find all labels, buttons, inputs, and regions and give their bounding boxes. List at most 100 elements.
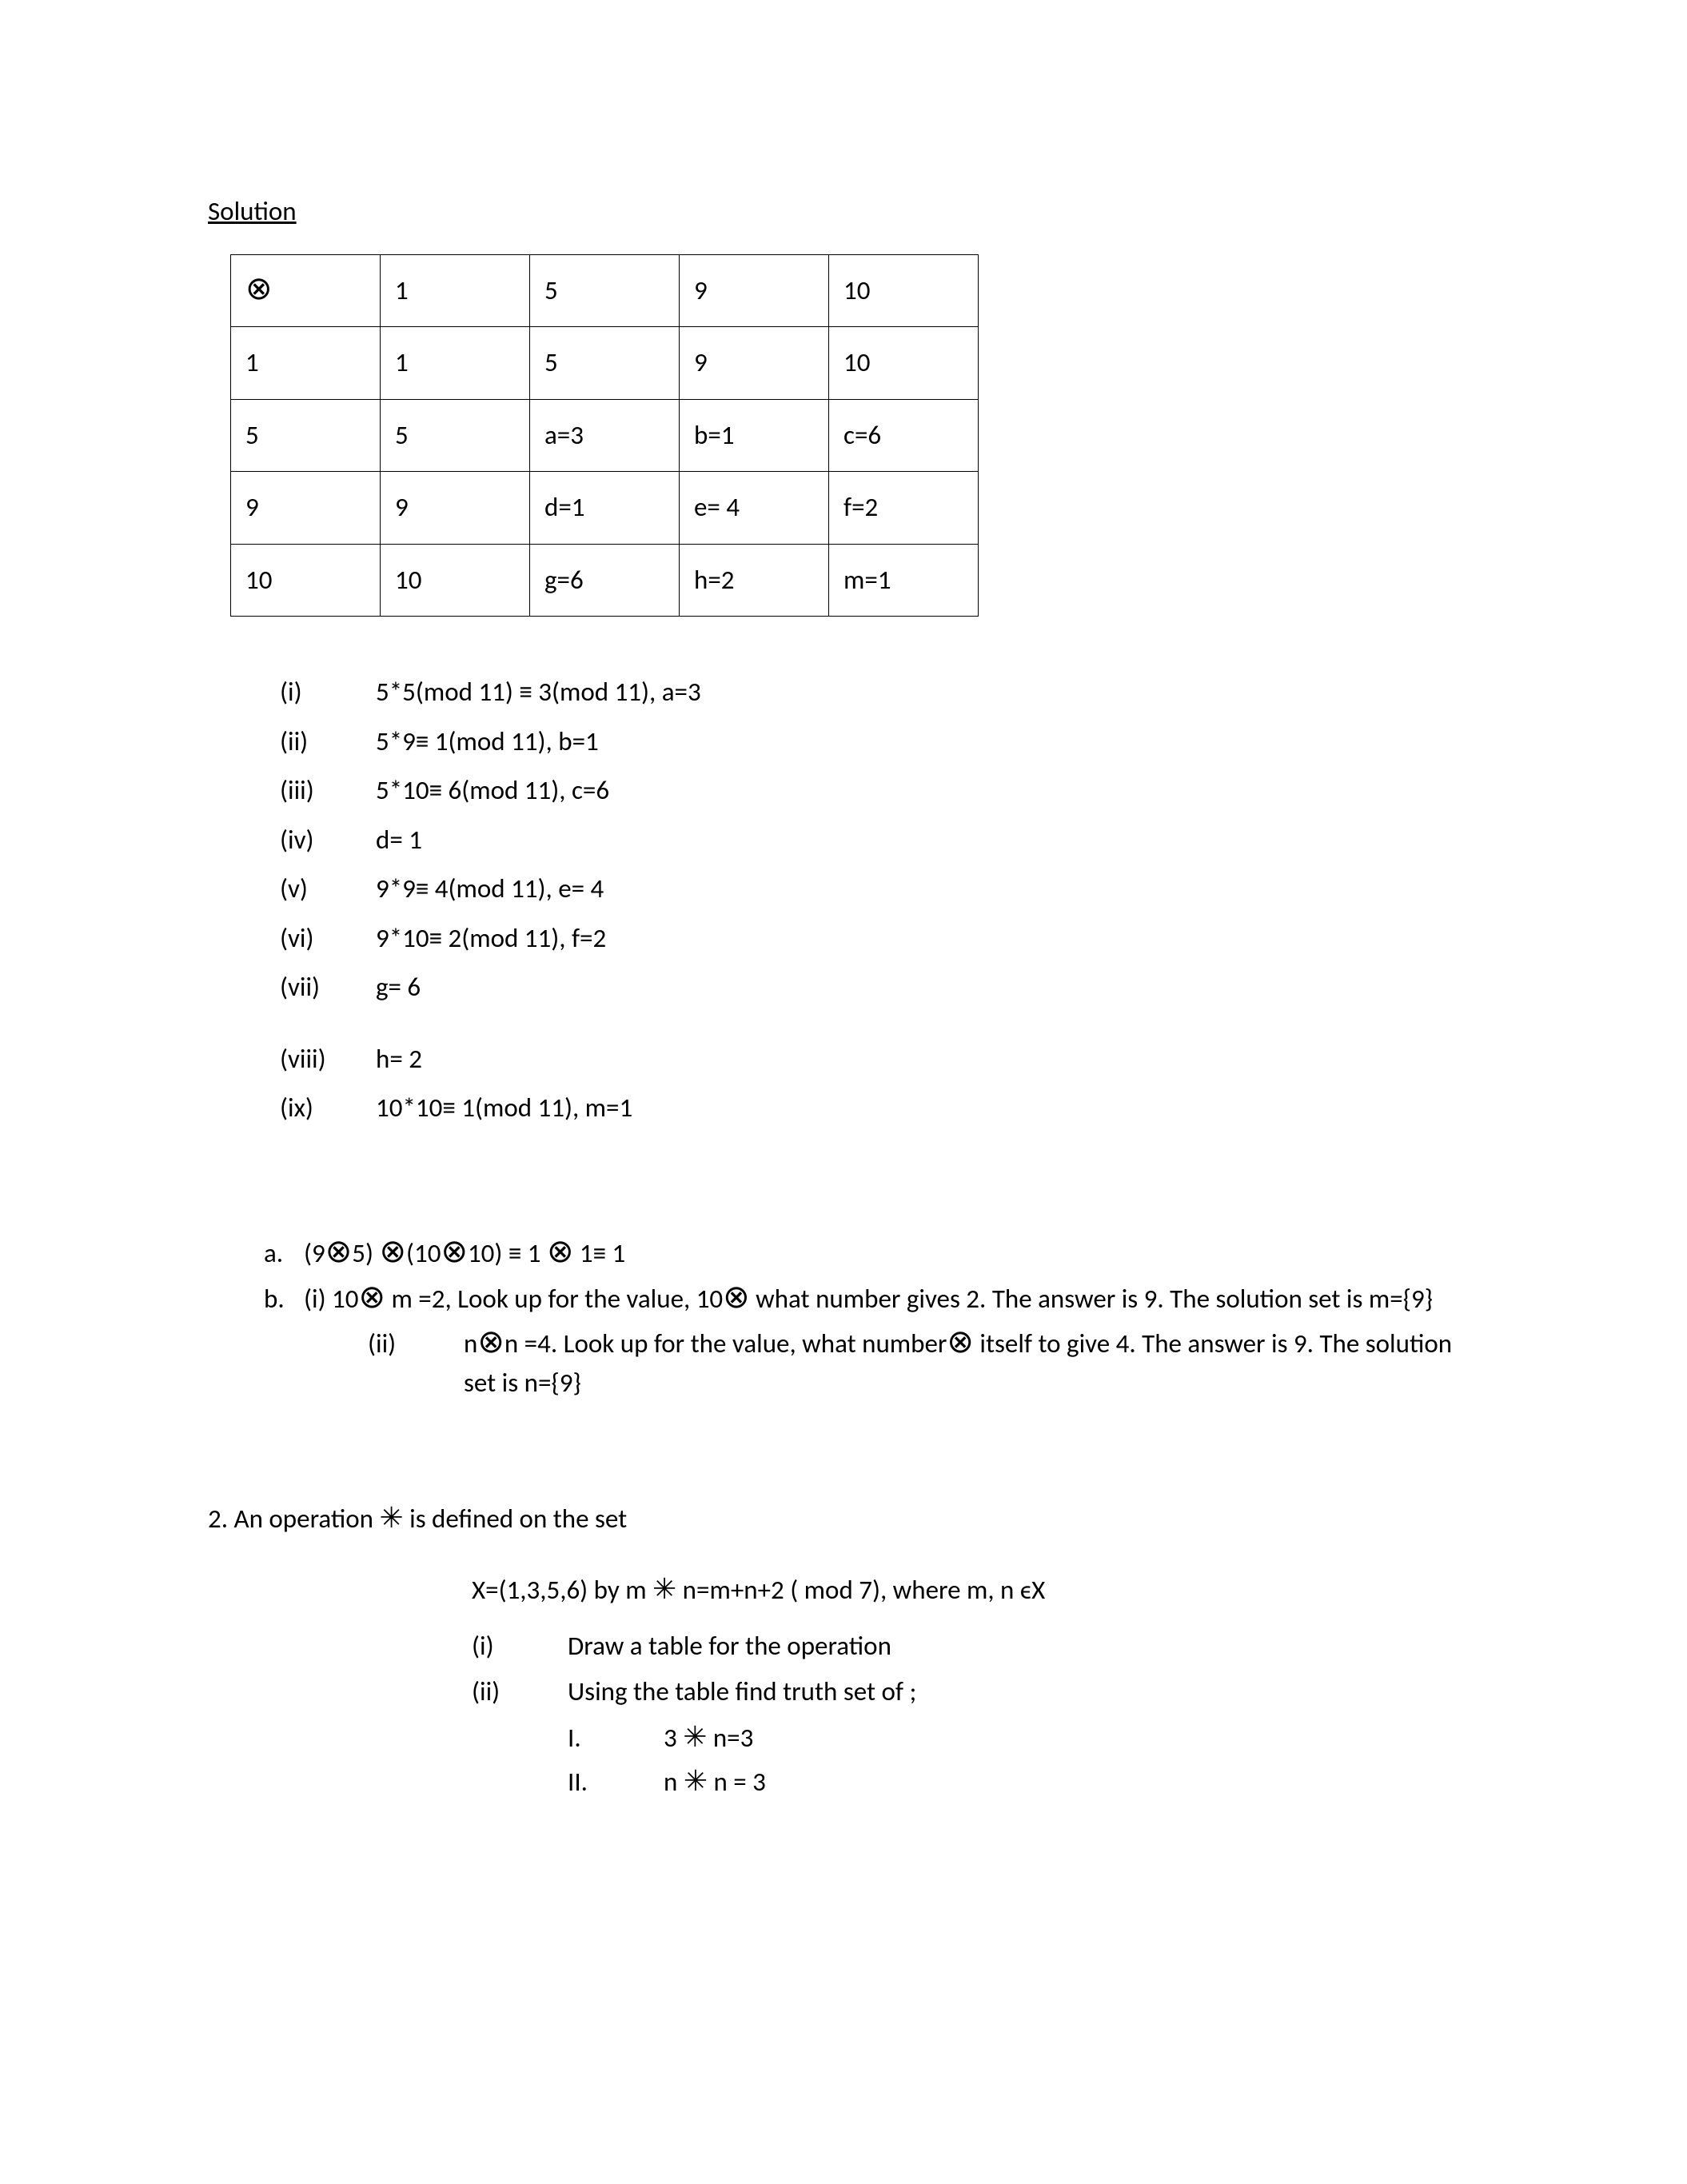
item-text: 9*10≡ 2(mod 11), f=2 <box>376 919 606 959</box>
table-cell: b=1 <box>680 399 829 472</box>
item-text: 3 ✳ n=3 <box>664 1719 753 1759</box>
table-cell: a=3 <box>530 399 680 472</box>
item-label: (i) <box>472 1627 568 1667</box>
text: 2. An operation <box>208 1503 379 1535</box>
item-text: Draw a table for the operation <box>568 1627 891 1667</box>
text: n = 3 <box>708 1766 766 1798</box>
star-icon: ✳ <box>652 1572 676 1605</box>
list-item: (i) 5*5(mod 11) ≡ 3(mod 11), a=3 <box>280 673 1479 713</box>
page-title: Solution <box>208 192 1479 232</box>
text: (10 <box>406 1237 441 1269</box>
part-b: b. (i) 10⊗ m =2, Look up for the value, … <box>264 1280 1479 1403</box>
table-cell: h=2 <box>680 544 829 617</box>
otimes-icon: ⊗ <box>477 1324 505 1360</box>
star-icon: ✳ <box>379 1501 403 1534</box>
text: X=(1,3,5,6) by m <box>472 1574 652 1606</box>
text: 10) ≡ 1 <box>468 1237 547 1269</box>
list-item: II. n ✳ n = 3 <box>568 1763 1479 1803</box>
table-cell: ⊗ <box>231 254 381 327</box>
item-text: d= 1 <box>376 820 422 860</box>
otimes-icon: ⊗ <box>359 1280 386 1315</box>
text: is defined on the set <box>404 1503 628 1535</box>
table-cell: 1 <box>231 327 381 400</box>
text: (i) 10 <box>304 1283 359 1315</box>
text: 1≡ 1 <box>573 1237 625 1269</box>
steps-list: (i) 5*5(mod 11) ≡ 3(mod 11), a=3 (ii) 5*… <box>280 673 1479 1128</box>
table-cell: 9 <box>680 327 829 400</box>
list-item: (v) 9*9≡ 4(mod 11), e= 4 <box>280 869 1479 909</box>
list-item: (iii) 5*10≡ 6(mod 11), c=6 <box>280 771 1479 811</box>
item-label: II. <box>568 1763 664 1803</box>
table-cell: 10 <box>381 544 530 617</box>
item-label: (iv) <box>280 820 376 860</box>
spacer <box>208 1138 1479 1234</box>
item-text: (9⊗5) ⊗(10⊗10) ≡ 1 ⊗ 1≡ 1 <box>304 1234 1479 1274</box>
star-icon: ✳ <box>683 1720 707 1753</box>
table-cell: 5 <box>231 399 381 472</box>
table-cell: d=1 <box>530 472 680 545</box>
item-text: n ✳ n = 3 <box>664 1763 766 1803</box>
item-label: (vii) <box>280 968 376 1008</box>
item-label: b. <box>264 1280 304 1403</box>
q2-intro: 2. An operation ✳ is defined on the set <box>208 1499 1479 1539</box>
list-item: (vi) 9*10≡ 2(mod 11), f=2 <box>280 919 1479 959</box>
list-item: I. 3 ✳ n=3 <box>568 1719 1479 1759</box>
text: what number gives 2. The answer is 9. Th… <box>750 1283 1433 1315</box>
part-b-ii: (ii) n⊗n =4. Look up for the value, what… <box>368 1324 1479 1403</box>
text: 5) <box>352 1237 379 1269</box>
item-label: (ix) <box>280 1088 376 1128</box>
item-label: (viii) <box>280 1040 376 1080</box>
table-cell: 1 <box>381 254 530 327</box>
table-row: 5 5 a=3 b=1 c=6 <box>231 399 979 472</box>
table-cell: 9 <box>231 472 381 545</box>
list-item: (ii) Using the table find truth set of ; <box>472 1672 1479 1712</box>
question-2: 2. An operation ✳ is defined on the set … <box>208 1499 1479 1803</box>
list-item: (ii) 5*9≡ 1(mod 11), b=1 <box>280 722 1479 762</box>
q2-inner-list: I. 3 ✳ n=3 II. n ✳ n = 3 <box>568 1719 1479 1803</box>
item-label: (vi) <box>280 919 376 959</box>
item-text: 5*5(mod 11) ≡ 3(mod 11), a=3 <box>376 673 701 713</box>
item-text: Using the table find truth set of ; <box>568 1672 916 1712</box>
table-cell: 1 <box>381 327 530 400</box>
item-text: 9*9≡ 4(mod 11), e= 4 <box>376 869 604 909</box>
otimes-icon: ⊗ <box>441 1234 468 1269</box>
item-label: (i) <box>280 673 376 713</box>
item-text: 10*10≡ 1(mod 11), m=1 <box>376 1088 632 1128</box>
otimes-icon: ⊗ <box>245 271 273 306</box>
part-a: a. (9⊗5) ⊗(10⊗10) ≡ 1 ⊗ 1≡ 1 <box>264 1234 1479 1274</box>
table-cell: 10 <box>829 254 979 327</box>
q2-sublist: (i) Draw a table for the operation (ii) … <box>472 1627 1479 1803</box>
q2-body: X=(1,3,5,6) by m ✳ n=m+n+2 ( mod 7), whe… <box>472 1571 1479 1803</box>
text: n=3 <box>707 1722 753 1754</box>
item-text: h= 2 <box>376 1040 422 1080</box>
table-cell: 5 <box>530 254 680 327</box>
item-label: (ii) <box>472 1672 568 1712</box>
item-text: n⊗n =4. Look up for the value, what numb… <box>464 1324 1479 1403</box>
otimes-icon: ⊗ <box>325 1234 353 1269</box>
otimes-icon: ⊗ <box>947 1324 974 1360</box>
document-page: Solution ⊗ 1 5 9 10 1 1 5 9 10 5 5 a=3 b… <box>0 0 1687 2184</box>
item-label: (ii) <box>368 1324 464 1403</box>
q2-definition: X=(1,3,5,6) by m ✳ n=m+n+2 ( mod 7), whe… <box>472 1571 1479 1611</box>
table-cell: 9 <box>680 254 829 327</box>
table-cell: 5 <box>381 399 530 472</box>
otimes-icon: ⊗ <box>547 1234 574 1269</box>
table-cell: 9 <box>381 472 530 545</box>
item-label: (ii) <box>280 722 376 762</box>
table-cell: g=6 <box>530 544 680 617</box>
text: n <box>664 1766 684 1798</box>
item-text: 5*9≡ 1(mod 11), b=1 <box>376 722 599 762</box>
table-cell: 5 <box>530 327 680 400</box>
list-item: (viii) h= 2 <box>280 1040 1479 1080</box>
ab-list: a. (9⊗5) ⊗(10⊗10) ≡ 1 ⊗ 1≡ 1 b. (i) 10⊗ … <box>264 1234 1479 1403</box>
list-item: (i) Draw a table for the operation <box>472 1627 1479 1667</box>
table-cell: f=2 <box>829 472 979 545</box>
list-item: (ix) 10*10≡ 1(mod 11), m=1 <box>280 1088 1479 1128</box>
star-icon: ✳ <box>684 1764 708 1797</box>
table-cell: e= 4 <box>680 472 829 545</box>
item-text: g= 6 <box>376 968 421 1008</box>
list-item: (iv) d= 1 <box>280 820 1479 860</box>
table-row: ⊗ 1 5 9 10 <box>231 254 979 327</box>
operation-table: ⊗ 1 5 9 10 1 1 5 9 10 5 5 a=3 b=1 c=6 9 … <box>230 254 979 617</box>
table-row: 9 9 d=1 e= 4 f=2 <box>231 472 979 545</box>
